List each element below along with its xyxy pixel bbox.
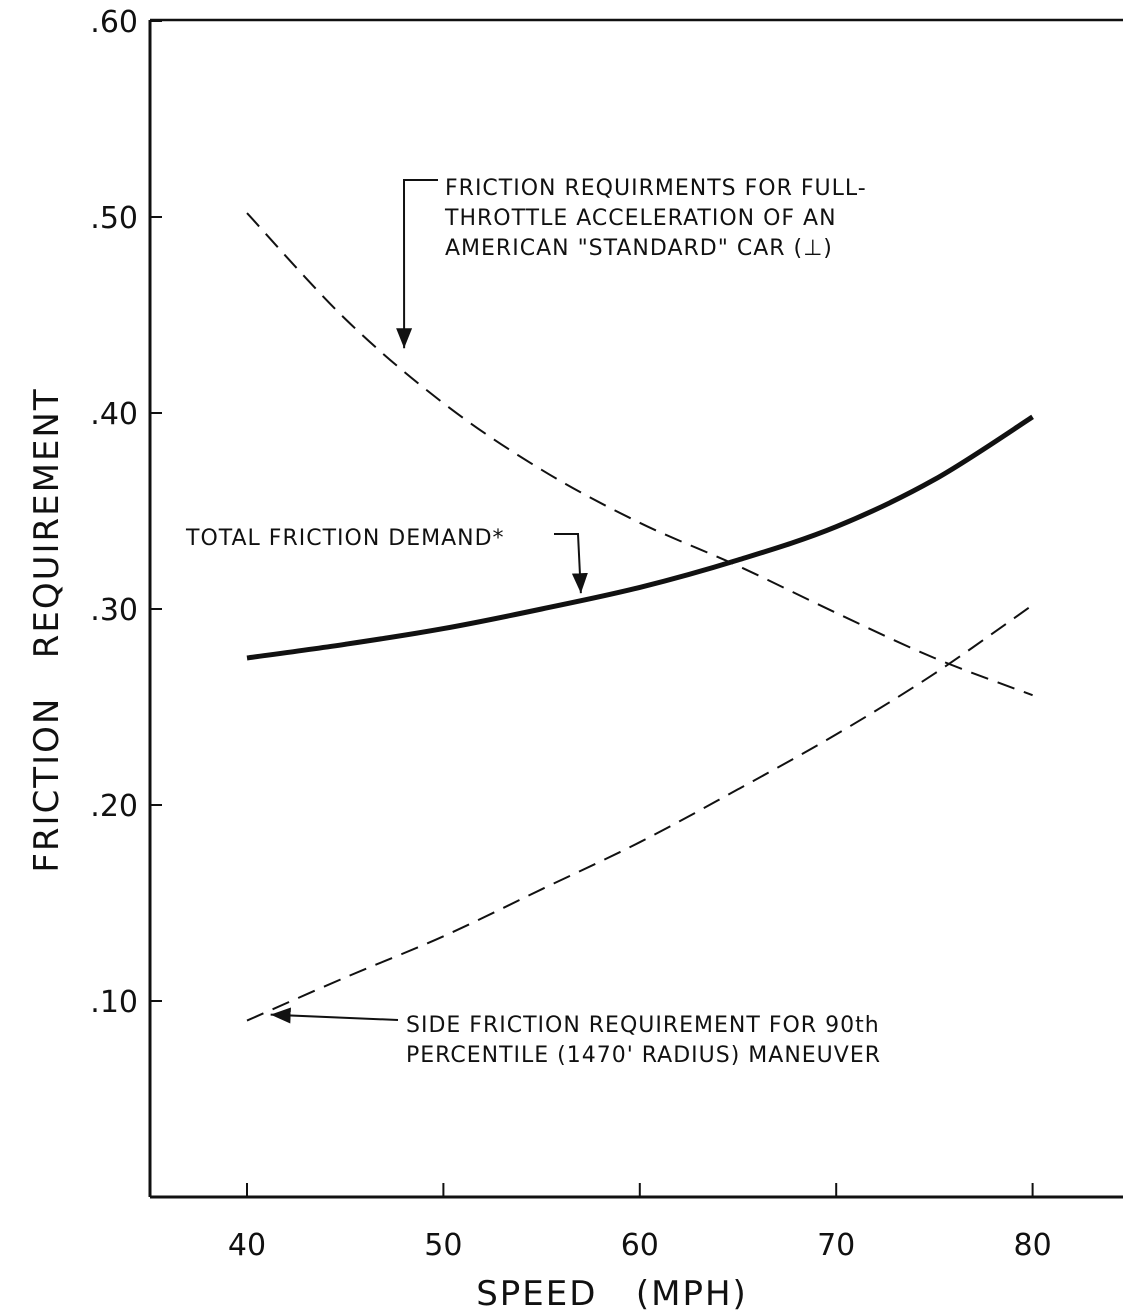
x-tick-label: 70 <box>817 1228 855 1263</box>
side-friction-line <box>246 604 1034 1022</box>
annotation-text: PERCENTILE (1470' RADIUS) MANEUVER <box>406 1043 881 1068</box>
y-tick-label: .10 <box>90 985 138 1020</box>
x-tick-label: 80 <box>1014 1228 1052 1263</box>
annotation-text: FRICTION REQUIRMENTS FOR FULL- <box>445 176 867 201</box>
annotation-text: SIDE FRICTION REQUIREMENT FOR 90th <box>406 1013 880 1038</box>
annotation-text: TOTAL FRICTION DEMAND* <box>185 526 505 551</box>
x-axis-title: SPEED (MPH) <box>476 1274 748 1314</box>
annotation-leader-arrow <box>396 179 438 349</box>
x-tick-label: 40 <box>228 1228 266 1263</box>
annotation-leader-arrow <box>270 1007 399 1024</box>
annotations: FRICTION REQUIRMENTS FOR FULL- THROTTLE A… <box>185 176 881 1068</box>
x-tick-label: 50 <box>424 1228 462 1263</box>
annotation-text: AMERICAN "STANDARD" CAR (⊥) <box>445 236 833 261</box>
y-tick-label: .20 <box>90 789 138 824</box>
acceleration-friction-line <box>246 212 1033 697</box>
y-tick-label: .30 <box>90 593 138 628</box>
annotation-text: THROTTLE ACCELERATION OF AN <box>444 206 837 231</box>
x-ticks: 40 50 60 70 80 <box>228 1183 1052 1263</box>
y-tick-label: .50 <box>90 201 138 236</box>
y-axis-title: FRICTION REQUIREMENT <box>27 387 67 872</box>
x-tick-label: 60 <box>621 1228 659 1263</box>
y-ticks: .10 .20 .30 .40 .50 .60 <box>90 5 162 1020</box>
y-tick-label: .40 <box>90 397 138 432</box>
series-layer <box>246 212 1034 1022</box>
annotation-leader-arrow <box>554 533 588 594</box>
y-tick-label: .60 <box>90 5 138 40</box>
total-friction-demand-line <box>246 414 1034 661</box>
